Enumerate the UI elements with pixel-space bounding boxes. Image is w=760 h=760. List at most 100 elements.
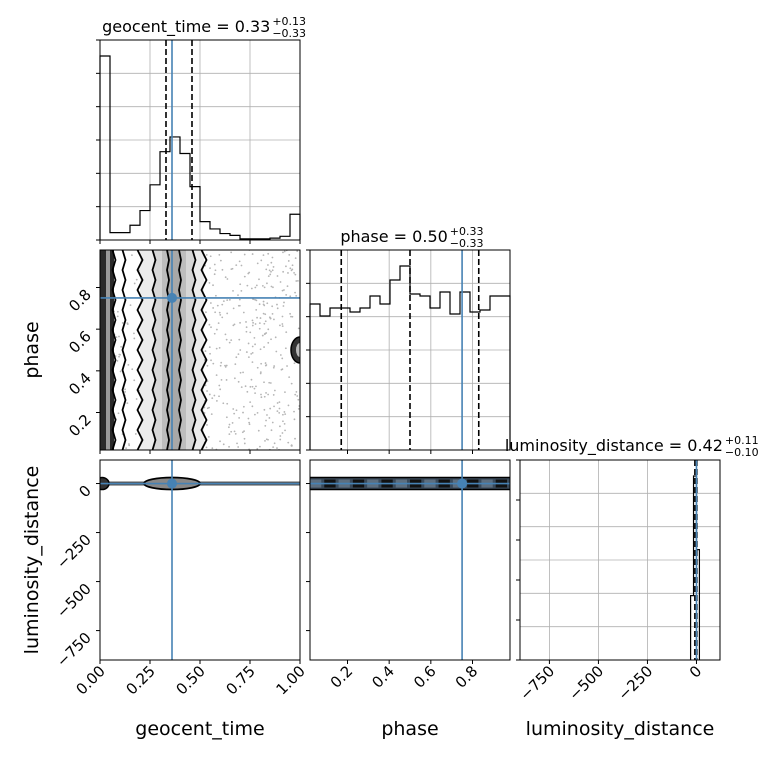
scatter-point xyxy=(269,382,272,384)
scatter-point xyxy=(272,366,275,369)
density-band-left-inner xyxy=(106,250,110,450)
scatter-point xyxy=(262,254,265,257)
scatter-point xyxy=(263,346,265,348)
scatter-point xyxy=(282,305,285,307)
scatter-point xyxy=(214,311,217,314)
scatter-point xyxy=(255,284,258,287)
scatter-point xyxy=(263,408,266,411)
title-main: phase = 0.50 xyxy=(340,227,447,246)
scatter-point xyxy=(284,429,286,432)
ytick-label-luminosity_distance-3: 0 xyxy=(75,482,94,501)
scatter-point xyxy=(258,322,261,325)
scatter-point xyxy=(232,408,235,410)
scatter-point xyxy=(271,269,274,272)
scatter-point xyxy=(220,361,223,364)
scatter-point xyxy=(228,423,231,426)
scatter-point xyxy=(281,357,284,360)
scatter-point xyxy=(210,359,212,362)
scatter-point xyxy=(267,341,270,344)
scatter-point xyxy=(296,395,299,397)
scatter-point xyxy=(297,398,300,401)
scatter-point xyxy=(249,401,252,404)
scatter-point xyxy=(289,267,292,270)
scatter-point xyxy=(272,266,275,268)
scatter-point xyxy=(237,446,240,448)
scatter-point xyxy=(243,253,246,256)
scatter-point xyxy=(267,275,270,278)
scatter-point xyxy=(206,390,208,392)
scatter-point xyxy=(242,311,245,314)
scatter-point xyxy=(267,252,270,255)
ytick-label-luminosity_distance-0: −750 xyxy=(53,629,95,671)
scatter-point xyxy=(294,273,297,276)
scatter-point xyxy=(276,275,279,277)
scatter-point xyxy=(254,413,256,416)
xtick-label-luminosity_distance-2: −250 xyxy=(614,662,656,704)
scatter-point xyxy=(283,411,286,413)
scatter-point xyxy=(270,338,272,341)
scatter-point xyxy=(287,404,290,407)
scatter-point xyxy=(205,311,207,314)
scatter-point xyxy=(279,435,282,437)
xtick-label-phase-1: 0.4 xyxy=(368,662,398,692)
scatter-point xyxy=(204,350,207,352)
scatter-point xyxy=(239,371,242,374)
scatter-point xyxy=(259,372,262,375)
scatter-point xyxy=(267,438,269,441)
scatter-point xyxy=(247,356,250,359)
scatter-point xyxy=(279,354,282,356)
scatter-point xyxy=(256,262,259,265)
scatter-point xyxy=(210,326,212,329)
xtick-label-geocent_time-4: 1.00 xyxy=(272,662,308,698)
scatter-point xyxy=(281,289,284,292)
title-plus: +0.13 xyxy=(272,15,306,28)
scatter-point xyxy=(224,276,227,279)
scatter-point xyxy=(215,374,218,377)
truth-point-geocent-phase xyxy=(167,292,177,303)
scatter-point xyxy=(218,346,221,349)
scatter-point xyxy=(293,418,296,421)
scatter-point xyxy=(233,412,236,415)
scatter-point xyxy=(124,388,126,391)
scatter-point xyxy=(295,280,298,282)
scatter-point xyxy=(127,363,130,366)
scatter-point xyxy=(225,416,228,419)
scatter-point xyxy=(259,348,262,351)
scatter-point xyxy=(240,386,243,389)
scatter-point xyxy=(133,337,136,340)
contour-outer-right xyxy=(200,250,208,450)
grid-1-1 xyxy=(310,250,510,450)
scatter-point xyxy=(274,336,277,339)
scatter-point xyxy=(226,278,229,280)
ytick-label-phase-2: 0.6 xyxy=(65,327,95,357)
scatter-point xyxy=(211,447,214,450)
scatter-point xyxy=(269,317,272,320)
scatter-point xyxy=(235,356,238,359)
scatter-point xyxy=(293,362,296,365)
scatter-point xyxy=(238,260,241,263)
scatter-point xyxy=(239,283,242,286)
scatter-point xyxy=(264,364,267,367)
scatter-point xyxy=(289,312,292,315)
scatter-point xyxy=(261,284,264,287)
ytick-label-luminosity_distance-2: −250 xyxy=(53,531,95,573)
scatter-point xyxy=(255,299,258,302)
scatter-point xyxy=(128,443,130,445)
scatter-point xyxy=(219,440,221,443)
scatter-point xyxy=(248,423,251,426)
scatter-point xyxy=(270,429,273,432)
title-minus: −0.10 xyxy=(725,446,759,459)
scatter-point xyxy=(239,321,241,324)
scatter-point xyxy=(276,447,278,449)
contour-inner-left xyxy=(166,250,170,450)
scatter-point xyxy=(273,365,276,367)
scatter-point xyxy=(245,351,248,353)
scatter-point xyxy=(213,263,216,266)
scatter-point xyxy=(125,447,128,450)
scatter-point xyxy=(205,446,208,449)
xtick-label-phase-3: 0.8 xyxy=(452,662,482,692)
scatter-point xyxy=(228,445,230,448)
ytick-label-phase-0: 0.2 xyxy=(65,411,95,441)
panel-hist-luminosity-distance xyxy=(519,459,721,661)
xtick-label-luminosity_distance-1: −500 xyxy=(565,662,607,704)
